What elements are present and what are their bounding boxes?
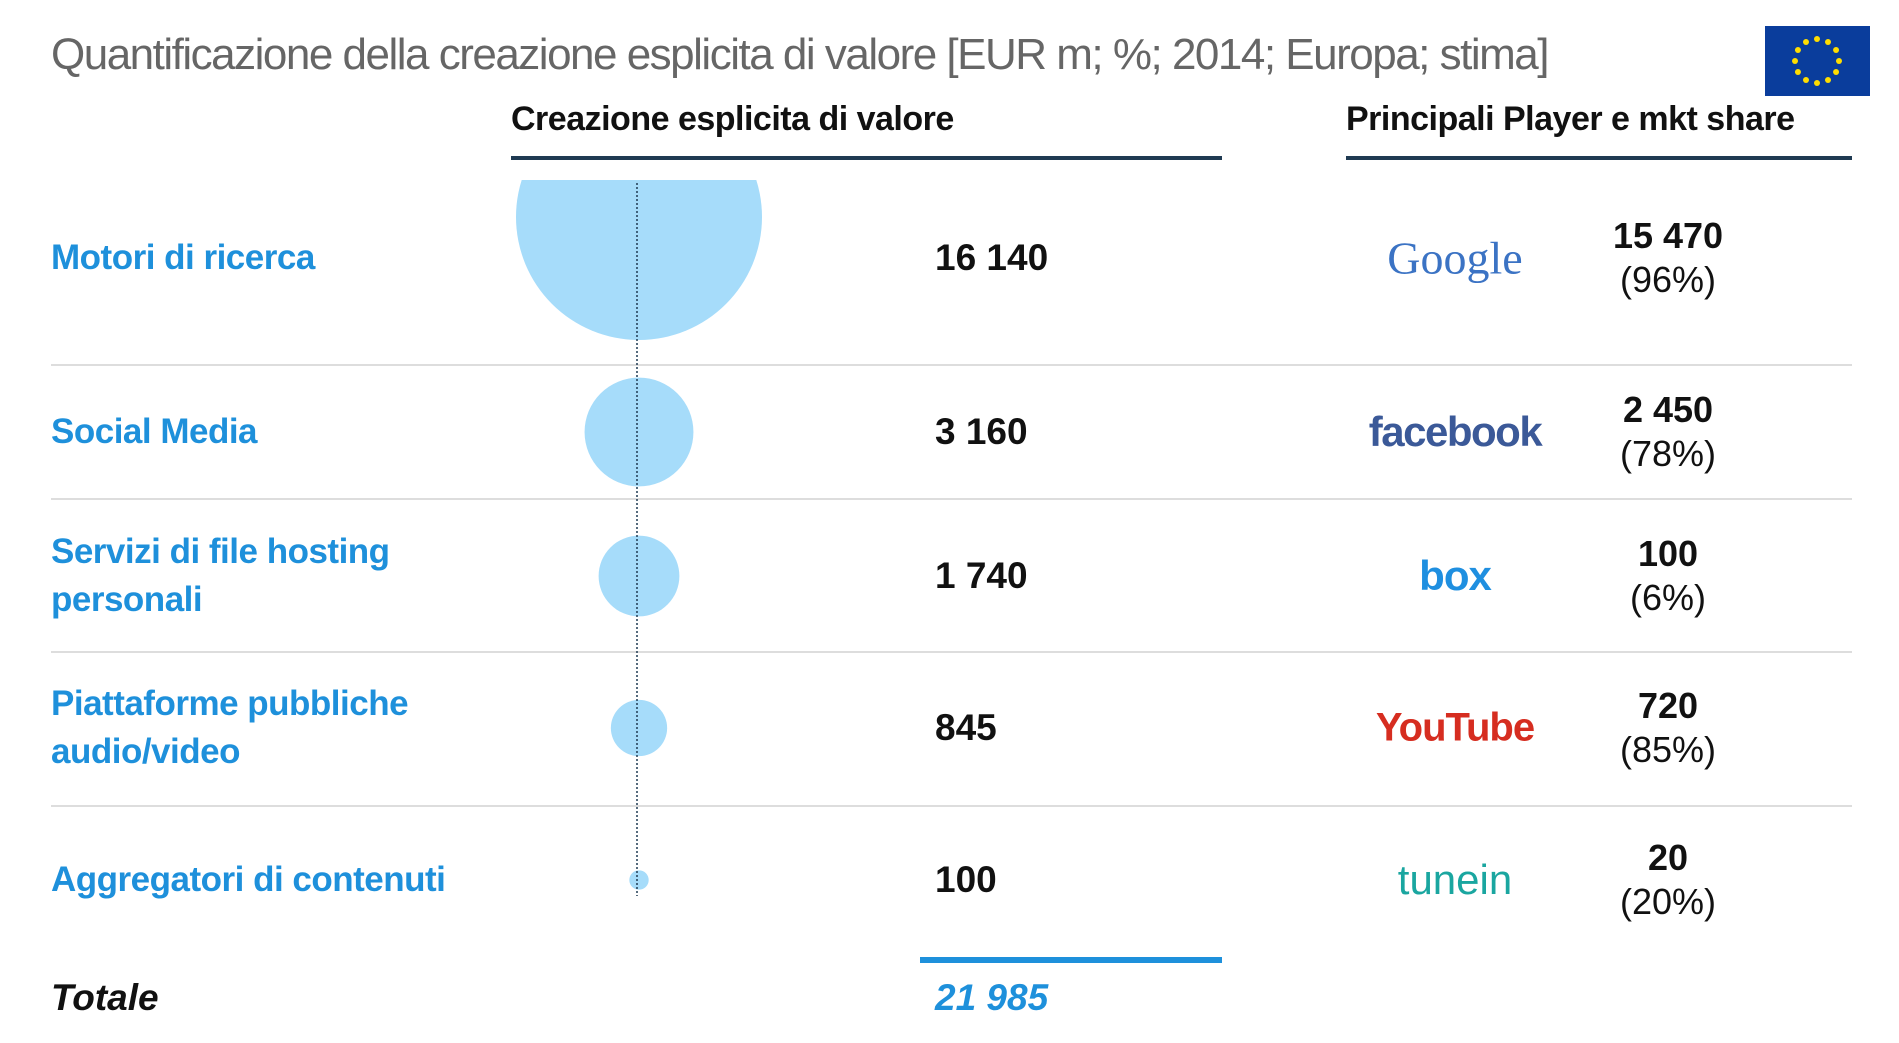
value-label: 3 160: [935, 411, 1028, 452]
eu-flag: [1765, 26, 1870, 96]
flag-star: [1836, 58, 1842, 64]
flag-star: [1803, 38, 1809, 45]
bubble: [629, 870, 649, 890]
player-share: (85%): [1619, 729, 1717, 770]
category-label: Aggregatori di contenuti: [51, 860, 446, 899]
bubble: [584, 377, 694, 487]
player-logo: Google: [1387, 232, 1523, 284]
flag-star: [1803, 77, 1809, 84]
flag-star: [1833, 47, 1840, 53]
flag-star: [1794, 47, 1801, 53]
bubble: [598, 535, 680, 617]
player-value: 100: [1637, 533, 1699, 574]
title: Quantificazione della creazione esplicit…: [51, 30, 1549, 79]
flag-star: [1825, 38, 1831, 45]
player-value: 15 470: [1612, 215, 1724, 256]
player-share: (6%): [1629, 577, 1707, 618]
bubble: [516, 180, 762, 340]
value-label: 845: [935, 707, 997, 748]
player-share: (78%): [1619, 433, 1717, 474]
category-label: Motori di ricerca: [51, 238, 315, 277]
player-value: 20: [1647, 837, 1689, 878]
category-label: Social Media: [51, 412, 258, 451]
bubble: [610, 699, 668, 757]
total-value: 21 985: [935, 977, 1049, 1018]
player-share: (20%): [1619, 881, 1717, 922]
player-value: 720: [1637, 685, 1699, 726]
value-label: 16 140: [935, 237, 1049, 278]
player-logo: YouTube: [1375, 705, 1535, 750]
category-label: Piattaforme pubbliche audio/video: [51, 684, 409, 771]
flag-star: [1825, 77, 1831, 84]
player-header: Principali Player e mkt share: [1346, 100, 1795, 138]
flag-star: [1814, 80, 1820, 86]
flag-star: [1833, 69, 1840, 75]
player-logo: tunein: [1397, 856, 1513, 903]
value-label: 100: [935, 859, 997, 900]
player-value: 2 450: [1622, 389, 1714, 430]
flag-star: [1792, 58, 1798, 64]
player-logo: box: [1419, 552, 1492, 599]
flag-star: [1794, 69, 1801, 75]
player-logo: facebook: [1368, 408, 1543, 455]
total-title: Totale: [51, 977, 159, 1018]
value-label: 1 740: [935, 555, 1028, 596]
value-header: Creazione esplicita di valore: [511, 100, 954, 138]
player-share: (96%): [1619, 259, 1717, 300]
flag-star: [1814, 36, 1820, 42]
category-label: Servizi di file hosting personali: [51, 532, 390, 619]
